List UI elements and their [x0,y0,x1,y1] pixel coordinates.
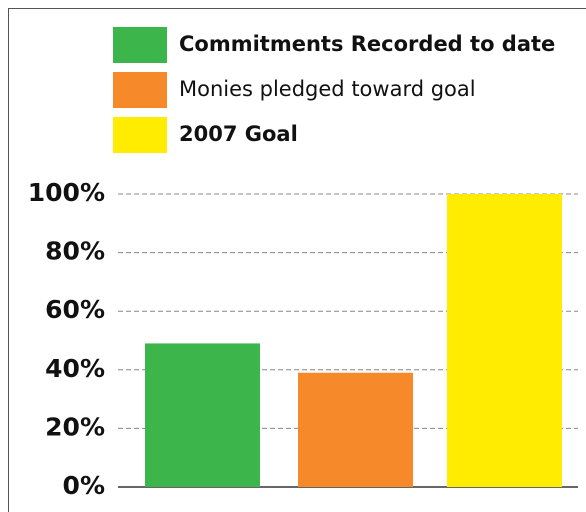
y-tick-label: 40% [45,354,105,383]
legend-swatch [113,27,167,63]
legend-label: Monies pledged toward goal [179,77,476,101]
bar [145,343,260,487]
frame [8,8,586,512]
bar [447,194,562,487]
legend-label: Commitments Recorded to date [179,32,555,56]
y-tick-label: 0% [63,471,105,500]
y-tick-label: 20% [45,412,105,441]
legend-label: 2007 Goal [179,122,298,146]
legend-swatch [113,72,167,108]
y-tick-label: 60% [45,295,105,324]
y-tick-label: 100% [28,178,105,207]
y-tick-label: 80% [45,237,105,266]
legend-swatch [113,117,167,153]
bar [298,372,413,487]
